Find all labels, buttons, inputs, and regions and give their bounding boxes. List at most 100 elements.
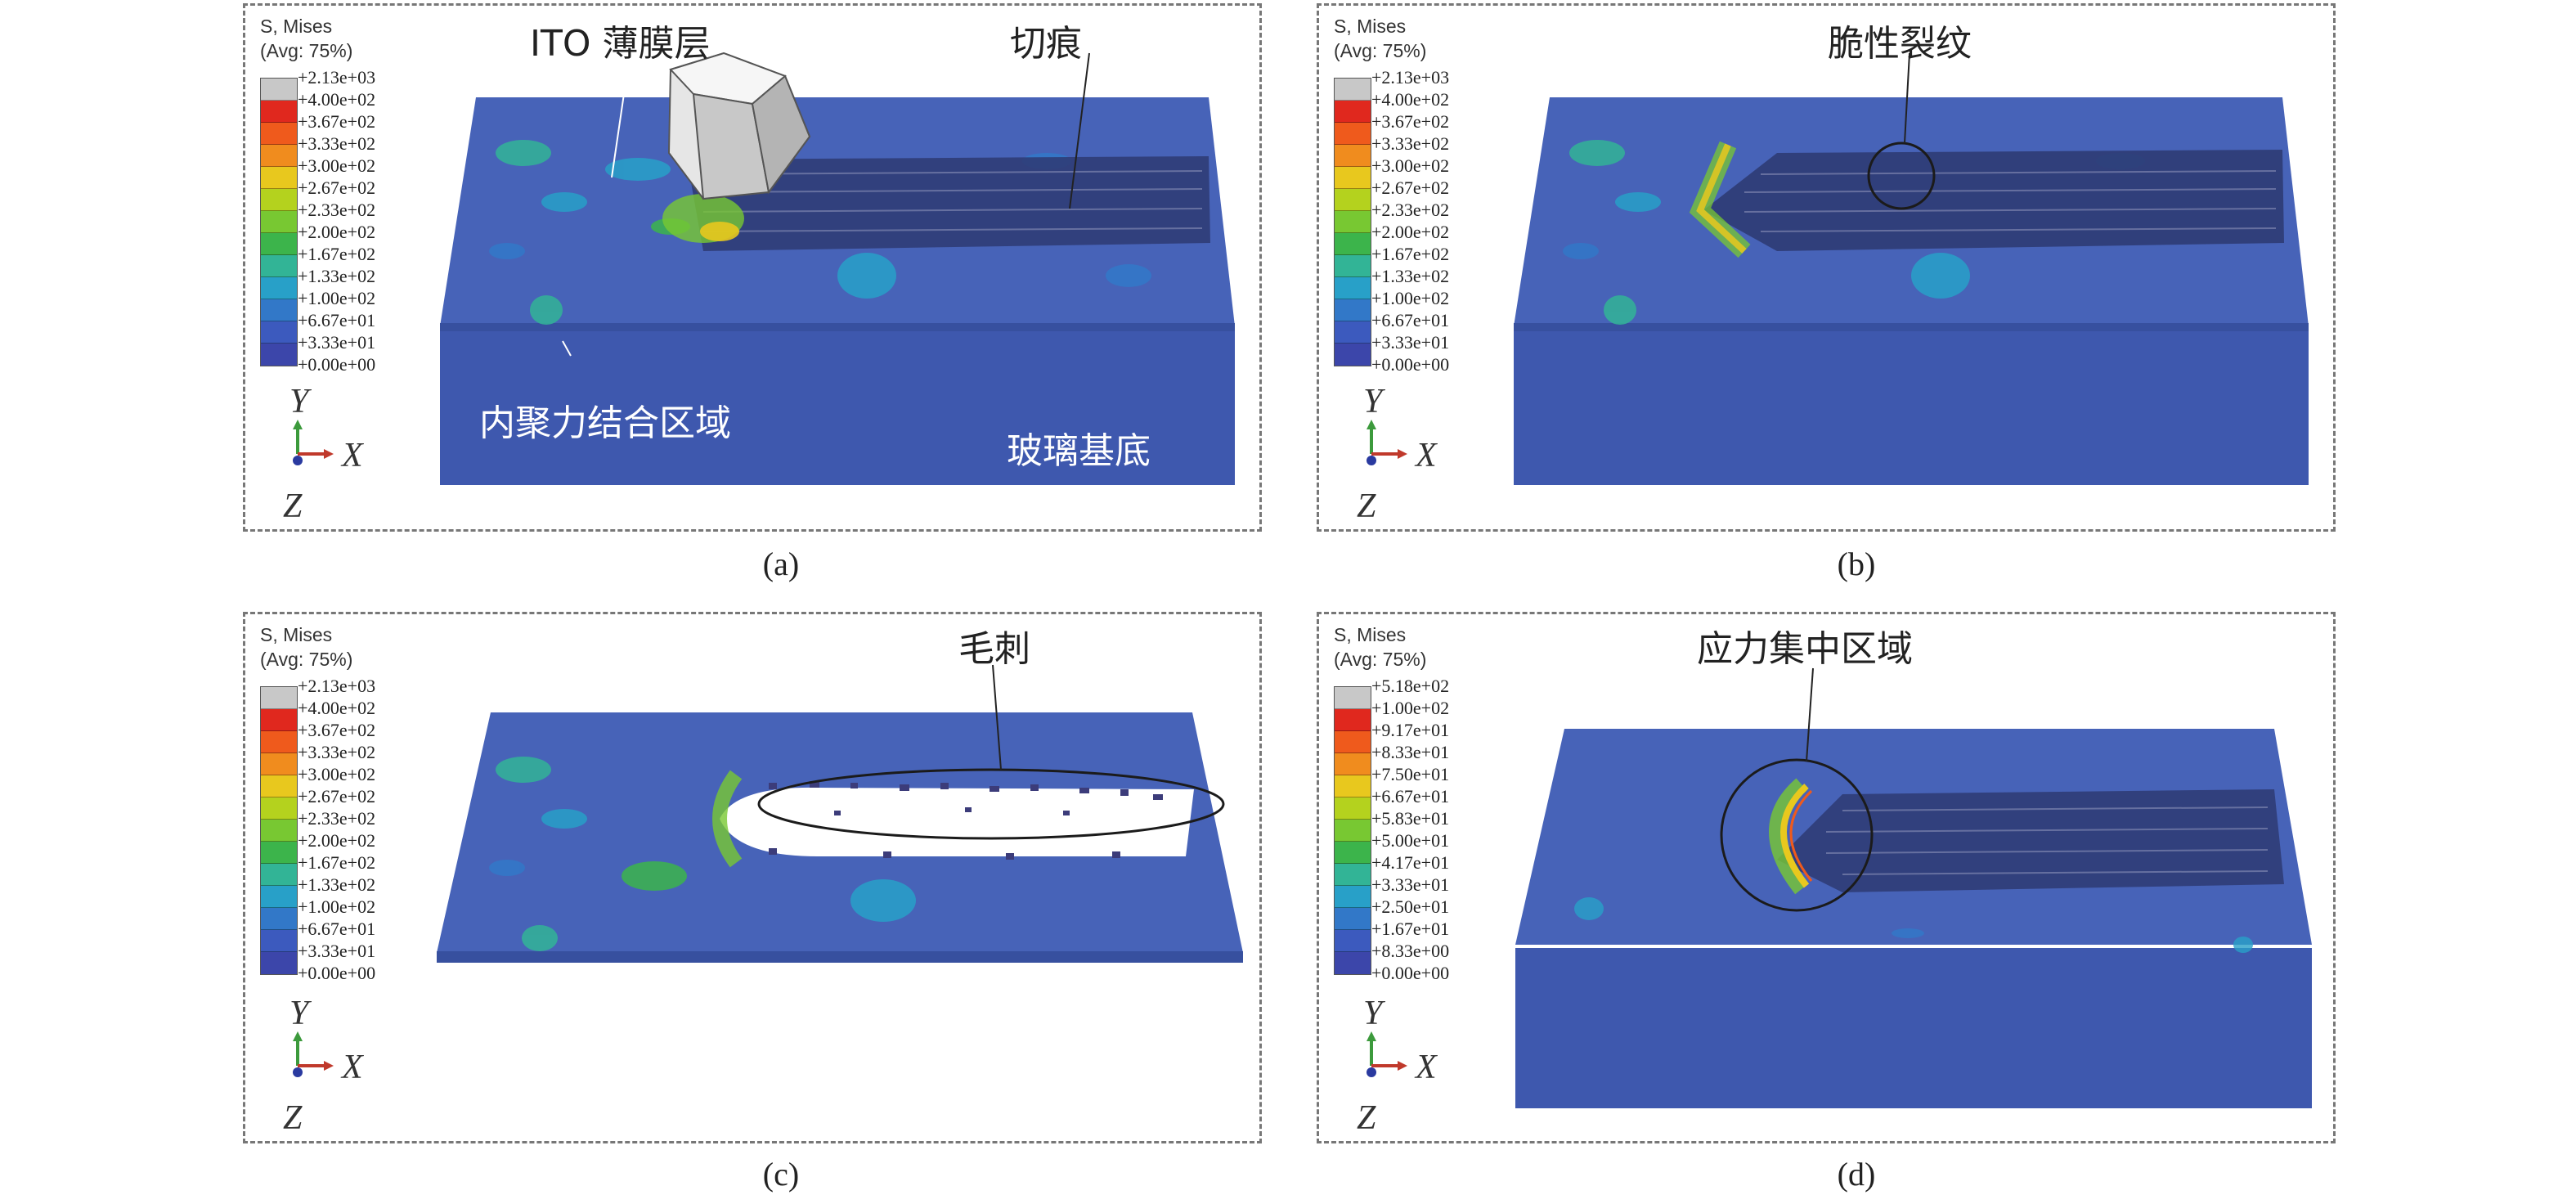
legend-value: +0.00e+00 xyxy=(298,963,376,983)
ito-film-edge xyxy=(437,951,1243,963)
axis-z-label: Z xyxy=(283,487,303,525)
legend-title: S, Mises xyxy=(260,16,333,37)
burr-leader-line xyxy=(992,664,1002,770)
groove-texture xyxy=(702,170,1203,232)
stress-speckles xyxy=(1574,897,2253,953)
glass-substrate-front xyxy=(1514,330,2309,485)
legend-value: +2.50e+01 xyxy=(1371,896,1450,917)
legend-value: +3.33e+01 xyxy=(298,332,376,353)
legend-value: +9.17e+01 xyxy=(1371,720,1450,740)
legend-swatch xyxy=(261,189,297,211)
stress-speckles xyxy=(489,757,916,951)
glass-substrate-front xyxy=(1515,948,2312,1108)
legend-swatch xyxy=(1335,842,1371,864)
legend-swatch xyxy=(261,145,297,167)
legend-swatch xyxy=(261,344,297,366)
burr-debris xyxy=(769,781,1163,860)
legend-value: +3.67e+02 xyxy=(1371,111,1450,132)
cohesive-region-label: 内聚力结合区域 xyxy=(479,402,731,444)
legend-title: S, Mises xyxy=(1334,16,1407,37)
legend-swatch xyxy=(261,255,297,277)
legend-value: +3.33e+01 xyxy=(298,941,376,961)
stress-concentration-arc xyxy=(1780,784,1810,888)
legend-swatch xyxy=(261,864,297,886)
legend-value: +3.00e+02 xyxy=(298,764,376,784)
legend-swatch xyxy=(261,709,297,731)
crack-front-stress xyxy=(1696,143,1747,254)
panel-c: S, Mises (Avg: 75%) +2.13e+03 +4.00e+02 … xyxy=(243,612,1262,1143)
legend-swatch xyxy=(1335,79,1371,101)
legend-labels: +2.13e+03 +4.00e+02 +3.67e+02 +3.33e+02 … xyxy=(298,675,375,984)
legend-swatch xyxy=(1335,753,1371,775)
legend-value: +2.33e+02 xyxy=(1371,200,1450,220)
removal-front-stress xyxy=(712,770,743,868)
legend-swatch xyxy=(261,886,297,908)
legend-swatch xyxy=(261,687,297,709)
fem-model-view xyxy=(293,52,1235,485)
legend-value: +1.33e+02 xyxy=(1371,266,1450,286)
legend-value: +5.83e+01 xyxy=(1371,808,1450,829)
legend-swatch xyxy=(1335,211,1371,233)
legend-swatch xyxy=(1335,344,1371,366)
legend-value: +1.00e+02 xyxy=(298,288,376,308)
legend-value: +3.67e+02 xyxy=(298,111,376,132)
legend-value: +6.67e+01 xyxy=(1371,786,1450,806)
legend-value: +2.00e+02 xyxy=(1371,222,1450,242)
axis-triad xyxy=(1367,420,1407,465)
fem-model-view xyxy=(293,664,1243,1077)
legend-value: +4.00e+02 xyxy=(298,89,376,110)
axis-x-label: X xyxy=(1416,437,1437,474)
legend-swatch xyxy=(1335,820,1371,842)
legend-value: +2.33e+02 xyxy=(298,808,376,829)
legend-value: +2.13e+03 xyxy=(298,67,376,88)
crack-leader-line xyxy=(1904,52,1910,144)
legend-value: +1.67e+02 xyxy=(298,244,376,264)
fem-model-view xyxy=(1367,667,2312,1108)
legend-swatch xyxy=(261,79,297,101)
legend-swatch xyxy=(261,277,297,299)
cutting-tool xyxy=(667,52,811,200)
axis-x-label: X xyxy=(342,1049,363,1086)
legend-labels: +5.18e+02 +1.00e+02 +9.17e+01 +8.33e+01 … xyxy=(1371,675,1449,984)
legend-value: +1.00e+02 xyxy=(1371,288,1450,308)
color-legend-bar xyxy=(1334,686,1371,975)
stress-concentration-label: 应力集中区域 xyxy=(1697,628,1913,670)
cut-mark-label: 切痕 xyxy=(1010,23,1082,65)
legend-value: +2.00e+02 xyxy=(298,222,376,242)
legend-swatch xyxy=(261,731,297,753)
axis-x-label: X xyxy=(342,437,363,474)
legend-value: +3.33e+02 xyxy=(298,742,376,762)
cut-leader-line xyxy=(1069,52,1090,209)
ito-film-edge xyxy=(1514,323,2309,331)
color-legend-bar xyxy=(260,686,298,975)
legend-value: +8.33e+01 xyxy=(1371,742,1450,762)
panel-caption: (a) xyxy=(762,546,800,582)
panel-d: S, Mises (Avg: 75%) +5.18e+02 +1.00e+02 … xyxy=(1317,612,2336,1143)
legend-swatch xyxy=(1335,233,1371,255)
legend-subtitle: (Avg: 75%) xyxy=(260,649,353,670)
legend-value: +3.33e+01 xyxy=(1371,332,1450,353)
legend-value: +0.00e+00 xyxy=(1371,963,1450,983)
ito-leader-line xyxy=(611,54,631,178)
legend-value: +4.00e+02 xyxy=(1371,89,1450,110)
panel-b: S, Mises (Avg: 75%) +2.13e+03 +4.00e+02 … xyxy=(1317,3,2336,532)
stress-concentration-arc xyxy=(1789,789,1813,882)
legend-value: +5.00e+01 xyxy=(1371,830,1450,851)
fem-model-view xyxy=(1367,52,2309,485)
legend-title: S, Mises xyxy=(260,624,333,645)
glass-substrate-label: 玻璃基底 xyxy=(1007,430,1151,472)
glass-substrate-front xyxy=(440,330,1235,485)
legend-swatch xyxy=(261,167,297,189)
legend-swatch xyxy=(261,842,297,864)
legend-swatch xyxy=(1335,930,1371,952)
legend-swatch xyxy=(261,775,297,797)
axis-z-label: Z xyxy=(1357,487,1376,525)
legend-swatch xyxy=(261,753,297,775)
stress-hotspot xyxy=(700,222,739,241)
burr-marker xyxy=(757,768,1225,840)
groove-texture xyxy=(1744,170,2277,232)
legend-swatch xyxy=(261,908,297,930)
axis-y-label: Y xyxy=(1363,995,1383,1032)
legend-swatch xyxy=(1335,864,1371,886)
legend-value: +4.00e+02 xyxy=(298,698,376,718)
